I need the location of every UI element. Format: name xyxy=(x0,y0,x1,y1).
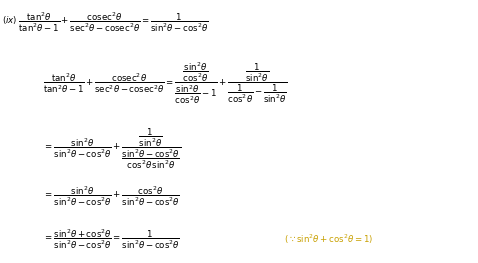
Text: $=\dfrac{\sin^2\!\theta}{\sin^2\!\theta-\cos^2\!\theta}+\dfrac{\cos^2\!\theta}{\: $=\dfrac{\sin^2\!\theta}{\sin^2\!\theta-… xyxy=(43,184,180,208)
Text: $=\dfrac{\sin^2\!\theta}{\sin^2\!\theta-\cos^2\!\theta}+\dfrac{\dfrac{1}{\sin^2\: $=\dfrac{\sin^2\!\theta}{\sin^2\!\theta-… xyxy=(43,127,181,171)
Text: $(ix)\;\dfrac{\tan^2\!\theta}{\tan^2\!\theta-1}+\dfrac{\mathrm{cosec}^2\theta}{\: $(ix)\;\dfrac{\tan^2\!\theta}{\tan^2\!\t… xyxy=(2,11,209,34)
Text: $(\because\sin^2\!\theta+\cos^2\!\theta=1)$: $(\because\sin^2\!\theta+\cos^2\!\theta=… xyxy=(284,233,374,246)
Text: $\dfrac{\tan^2\!\theta}{\tan^2\!\theta-1}+\dfrac{\mathrm{cosec}^2\theta}{\sec^2\: $\dfrac{\tan^2\!\theta}{\tan^2\!\theta-1… xyxy=(43,60,288,106)
Text: $=\dfrac{\sin^2\!\theta+\cos^2\!\theta}{\sin^2\!\theta-\cos^2\!\theta}=\dfrac{1}: $=\dfrac{\sin^2\!\theta+\cos^2\!\theta}{… xyxy=(43,227,180,251)
